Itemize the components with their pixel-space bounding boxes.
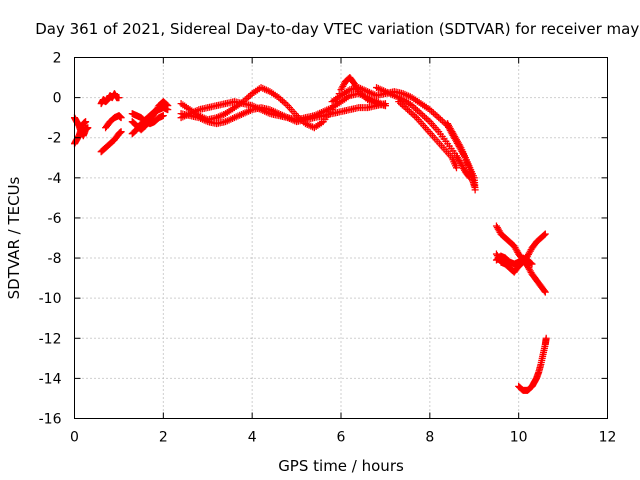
data-point [82,118,90,126]
data-point [117,128,125,136]
axis-ticks [74,57,608,419]
data-point [278,97,286,105]
data-point [422,114,430,122]
series-arc-c [97,90,123,108]
data-point [282,100,290,108]
data-point [528,260,536,268]
data-point [164,106,172,114]
data-point [452,164,460,172]
data-point [431,110,439,118]
data-point [435,114,443,122]
y-tick-labels: 2 0 -2 -4 -6 -8 -10 -12 -14 -16 [39,51,62,428]
data-point [115,94,123,102]
x-tick-label: 6 [337,430,346,446]
data-point [243,94,251,102]
y-tick-label: -8 [48,251,62,267]
data-point [540,231,548,239]
x-tick-label: 2 [159,430,168,446]
data-point [417,110,425,118]
y-tick-label: -14 [39,371,62,387]
x-tick-label: 0 [70,430,79,446]
grid [74,57,608,419]
x-tick-label: 12 [599,430,617,446]
x-tick-labels: 0 2 4 6 8 10 12 [70,430,616,446]
chart-title: Day 361 of 2021, Sidereal Day-to-day VTE… [35,20,640,38]
series-arc-k [177,90,389,124]
data-point [421,113,429,121]
series-arc-r [492,252,536,268]
data-point [465,173,473,181]
data-point [436,115,444,123]
data-point [245,93,253,101]
data-point [456,142,464,150]
series-arc-o [444,120,479,194]
series-arc-n [395,98,460,172]
data-point [280,98,288,106]
y-axis-label: SDTVAR / TECUs [5,176,23,299]
data-point [117,114,125,122]
y-tick-label: -10 [39,291,62,307]
y-tick-label: -12 [39,331,62,347]
y-tick-label: -6 [48,211,62,227]
x-axis-label: GPS time / hours [278,457,404,475]
series-arc-d [97,128,125,156]
y-tick-label: 2 [53,51,62,67]
y-tick-label: 0 [53,91,62,107]
data-point [540,287,548,295]
data-point [424,116,432,124]
data-point [433,112,441,120]
data-point [159,112,167,120]
series-arc-e [102,112,125,132]
data-point [541,288,549,296]
series-arc-h [128,110,167,128]
series-arc-m [373,84,474,182]
data-point [471,186,479,194]
y-tick-label: -16 [39,412,62,428]
x-tick-label: 10 [510,430,528,446]
x-tick-label: 8 [425,430,434,446]
data-point [419,111,427,119]
y-tick-label: -2 [48,131,62,147]
y-tick-label: -4 [48,171,62,187]
data-points [71,74,550,394]
data-point [381,102,389,110]
data-point [527,259,535,267]
data-point [429,109,437,117]
series-arc-s [515,334,550,394]
data-point [541,230,549,238]
x-tick-label: 4 [248,430,257,446]
data-point [542,334,550,342]
